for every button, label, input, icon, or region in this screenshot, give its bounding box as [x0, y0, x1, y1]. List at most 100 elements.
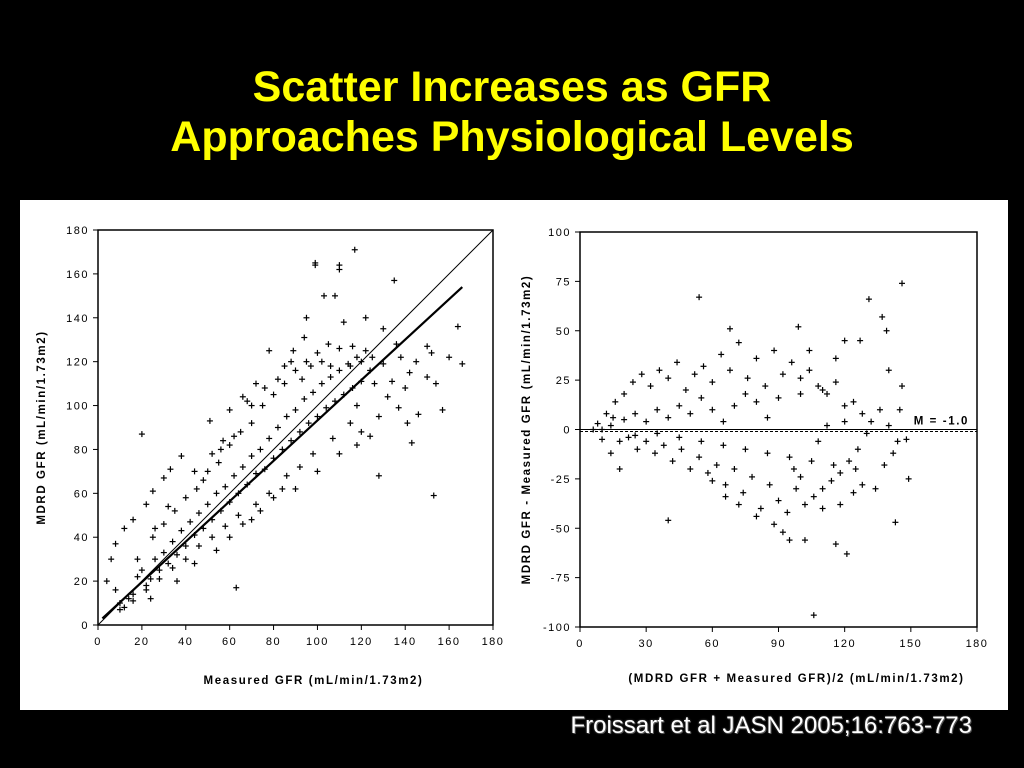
data-point — [446, 354, 453, 361]
data-point — [226, 406, 233, 413]
data-point — [731, 402, 738, 409]
data-point — [832, 541, 839, 548]
slide-title: Scatter Increases as GFR Approaches Phys… — [0, 62, 1024, 162]
data-point — [625, 434, 632, 441]
data-point — [116, 600, 123, 607]
data-point — [424, 343, 431, 350]
y-tick-label: 75 — [556, 276, 571, 288]
mean-annotation: M = -1.0 — [914, 416, 969, 428]
data-point — [108, 556, 115, 563]
data-point — [200, 477, 207, 484]
data-point — [439, 406, 446, 413]
data-point — [404, 420, 411, 427]
data-point — [358, 428, 365, 435]
data-point — [147, 575, 154, 582]
data-point — [832, 355, 839, 362]
data-point — [215, 459, 222, 466]
data-point — [325, 341, 332, 348]
data-point — [843, 550, 850, 557]
data-point — [200, 525, 207, 532]
data-point — [301, 334, 308, 341]
data-point — [771, 347, 778, 354]
data-point — [143, 586, 150, 593]
data-point — [257, 507, 264, 514]
data-point — [857, 337, 864, 344]
data-point — [384, 393, 391, 400]
data-point — [797, 473, 804, 480]
data-point — [347, 420, 354, 427]
data-point — [740, 489, 747, 496]
data-point — [865, 296, 872, 303]
data-point — [797, 375, 804, 382]
data-point — [682, 387, 689, 393]
data-point — [850, 398, 857, 405]
data-point — [837, 469, 844, 476]
data-point — [281, 363, 288, 370]
data-point — [905, 475, 912, 482]
y-tick-label: 180 — [66, 225, 89, 237]
data-point — [795, 323, 802, 330]
citation: Froissart et al JASN 2005;16:763-773 — [570, 712, 972, 739]
y-tick-label: 25 — [556, 375, 571, 387]
data-point — [371, 380, 378, 387]
data-point — [182, 494, 189, 501]
data-point — [266, 347, 273, 354]
data-point — [731, 466, 738, 472]
x-tick-label: 60 — [705, 638, 720, 650]
data-point — [134, 573, 141, 580]
data-point — [248, 516, 255, 523]
data-point — [883, 327, 890, 334]
data-point — [156, 575, 163, 582]
data-point — [367, 433, 374, 440]
data-point — [195, 510, 202, 517]
data-point — [182, 543, 189, 549]
data-point — [402, 385, 409, 391]
x-tick-label: 30 — [639, 638, 654, 650]
data-point — [226, 499, 233, 506]
data-point — [160, 549, 167, 556]
data-point — [749, 473, 756, 480]
data-point — [634, 446, 641, 453]
data-point — [393, 341, 400, 348]
data-point — [757, 505, 764, 512]
data-point — [863, 430, 870, 437]
x-axis-label: (MDRD GFR + Measured GFR)/2 (mL/min/1.73… — [628, 673, 964, 685]
data-point — [248, 420, 255, 427]
data-point — [261, 466, 268, 473]
data-point — [643, 418, 650, 425]
data-point — [742, 390, 749, 397]
data-point — [815, 438, 822, 445]
data-point — [676, 434, 683, 441]
data-point — [239, 393, 246, 400]
data-point — [130, 597, 137, 604]
data-point — [231, 472, 238, 479]
data-point — [841, 337, 848, 344]
data-point — [204, 468, 211, 475]
data-point — [753, 398, 760, 405]
data-point — [616, 466, 623, 472]
data-point — [239, 521, 246, 528]
data-point — [651, 450, 658, 457]
x-tick-label: 80 — [266, 636, 281, 648]
data-point — [797, 390, 804, 397]
x-tick-label: 150 — [899, 638, 922, 650]
data-point — [859, 481, 866, 488]
data-point — [349, 343, 356, 350]
data-point — [762, 383, 769, 390]
data-point — [116, 606, 123, 613]
data-point — [130, 591, 137, 598]
y-tick-label: 50 — [556, 326, 571, 338]
data-point — [327, 363, 334, 370]
data-point — [903, 436, 910, 443]
chart-2: 0 30 60 90 120 150 180 -100 -75 -50 -25 0 25 50 75 100 (… — [521, 227, 987, 685]
data-point — [270, 494, 277, 501]
slide-title-line-2: Approaches Physiological Levels — [170, 113, 854, 161]
y-tick-label: -25 — [551, 474, 571, 486]
data-point — [846, 458, 853, 465]
data-point — [220, 437, 227, 444]
data-point — [281, 380, 288, 387]
data-point — [270, 391, 277, 398]
data-point — [112, 586, 119, 593]
regression-line — [101, 286, 464, 620]
data-point — [138, 431, 145, 438]
